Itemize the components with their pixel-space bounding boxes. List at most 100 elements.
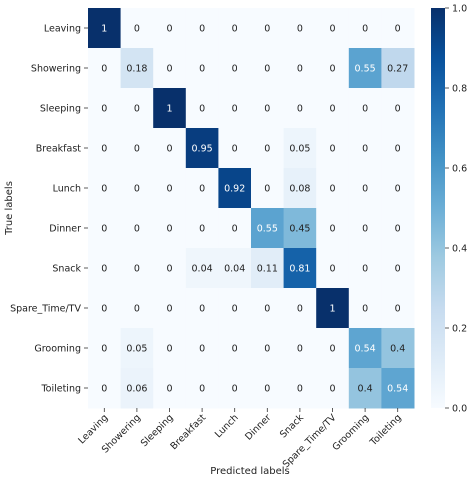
heatmap-cells	[88, 8, 415, 409]
heatmap-cell	[283, 128, 317, 169]
heatmap-cell	[185, 368, 219, 409]
cell-value-label: 0	[329, 344, 335, 355]
heatmap-cell	[283, 88, 317, 129]
heatmap-cell	[251, 48, 285, 89]
cell-value-label: 0	[101, 384, 107, 395]
cell-value-label: 0	[264, 64, 270, 75]
cell-value-label: 0	[362, 224, 368, 235]
y-tick-label: Toileting	[40, 384, 81, 395]
colorbar-tick-label: 0.6	[452, 164, 467, 175]
cell-value-label: 0	[264, 344, 270, 355]
heatmap-cell	[381, 208, 415, 249]
heatmap-cell	[251, 88, 285, 129]
heatmap-cell	[348, 168, 382, 209]
cell-value-label: 0	[395, 304, 401, 315]
cell-value-label: 0	[134, 104, 140, 115]
cell-value-label: 0	[329, 264, 335, 275]
heatmap-cell	[316, 168, 350, 209]
cell-value-label: 0	[362, 24, 368, 35]
heatmap-cell	[88, 248, 122, 289]
cell-value-label: 0	[362, 144, 368, 155]
heatmap-cell	[381, 288, 415, 329]
heatmap-cell	[185, 128, 219, 169]
colorbar	[431, 8, 445, 408]
heatmap-cell	[348, 328, 382, 369]
cell-value-label: 0	[329, 64, 335, 75]
heatmap-cell	[153, 48, 187, 89]
cell-value-label: 0	[199, 104, 205, 115]
heatmap-cell	[185, 48, 219, 89]
heatmap-cell	[251, 168, 285, 209]
cell-value-label: 0	[362, 264, 368, 275]
heatmap-cell	[120, 328, 154, 369]
y-axis-tick-labels: Leaving Showering Sleeping Breakfast Lunch Di…	[10, 24, 88, 395]
heatmap-cell	[218, 328, 252, 369]
heatmap-cell	[381, 248, 415, 289]
heatmap-cell	[348, 368, 382, 409]
heatmap-cell	[316, 8, 350, 49]
heatmap-cell	[381, 168, 415, 209]
heatmap-cell	[120, 88, 154, 129]
cell-value-label: 0	[264, 104, 270, 115]
cell-value-label: 0.54	[355, 344, 376, 355]
heatmap-cell	[153, 168, 187, 209]
x-tick-label: Lunch	[213, 412, 241, 440]
heatmap-cell	[120, 288, 154, 329]
x-tick-label: Toileting	[367, 412, 403, 448]
cell-value-label: 0.55	[257, 224, 278, 235]
cell-value-label: 0.92	[224, 184, 245, 195]
heatmap-cell	[185, 328, 219, 369]
heatmap-cell	[381, 8, 415, 49]
cell-value-label: 0	[329, 384, 335, 395]
cell-value-label: 0	[297, 304, 303, 315]
cell-value-label: 0	[264, 304, 270, 315]
heatmap-cell	[88, 48, 122, 89]
heatmap-cell	[185, 248, 219, 289]
cell-value-label: 0	[166, 224, 172, 235]
cell-value-label: 0	[199, 384, 205, 395]
cell-value-label: 0	[199, 304, 205, 315]
cell-value-label: 0	[199, 184, 205, 195]
heatmap-cell	[88, 128, 122, 169]
heatmap-cell	[251, 368, 285, 409]
cell-value-label: 0	[199, 344, 205, 355]
heatmap-cell	[120, 48, 154, 89]
cell-value-label: 0	[264, 144, 270, 155]
cell-value-label: 0	[101, 184, 107, 195]
y-tick-label: Snack	[52, 264, 81, 275]
cell-value-label: 0	[297, 104, 303, 115]
y-tick-label: Showering	[31, 64, 81, 75]
cell-value-label: 0	[134, 144, 140, 155]
cell-value-label: 0	[101, 224, 107, 235]
cell-value-label: 0	[395, 144, 401, 155]
cell-value-label: 0	[166, 64, 172, 75]
cell-value-label: 0	[329, 184, 335, 195]
y-axis-label: True labels	[4, 181, 15, 236]
heatmap-cell	[348, 288, 382, 329]
heatmap-cell	[251, 288, 285, 329]
cell-value-label: 0	[297, 384, 303, 395]
heatmap-cell	[316, 248, 350, 289]
heatmap-cell	[316, 288, 350, 329]
cell-value-label: 1	[329, 304, 335, 315]
heatmap-cell	[88, 368, 122, 409]
cell-value-label: 0	[395, 184, 401, 195]
cell-value-label: 0	[199, 224, 205, 235]
y-tick-label: Lunch	[53, 184, 81, 195]
cell-value-label: 0.08	[289, 184, 310, 195]
cell-value-label: 0	[264, 384, 270, 395]
cell-value-label: 0	[362, 104, 368, 115]
cell-value-labels: 1 0 0 0 0 0 0 0 0 0 0 0.18 0 0 0 0 0 0 0.55 0.27 0 0 1 0 0 0 0 0 0 0 0…	[101, 24, 408, 395]
cell-value-label: 0	[166, 184, 172, 195]
cell-value-label: 0	[232, 304, 238, 315]
cell-value-label: 0	[232, 24, 238, 35]
cell-value-label: 0.04	[224, 264, 245, 275]
heatmap-cell	[283, 248, 317, 289]
cell-value-label: 0.45	[289, 224, 310, 235]
heatmap-cell	[316, 48, 350, 89]
cell-value-label: 1	[166, 104, 172, 115]
cell-value-label: 0	[329, 24, 335, 35]
cell-value-label: 0	[101, 64, 107, 75]
